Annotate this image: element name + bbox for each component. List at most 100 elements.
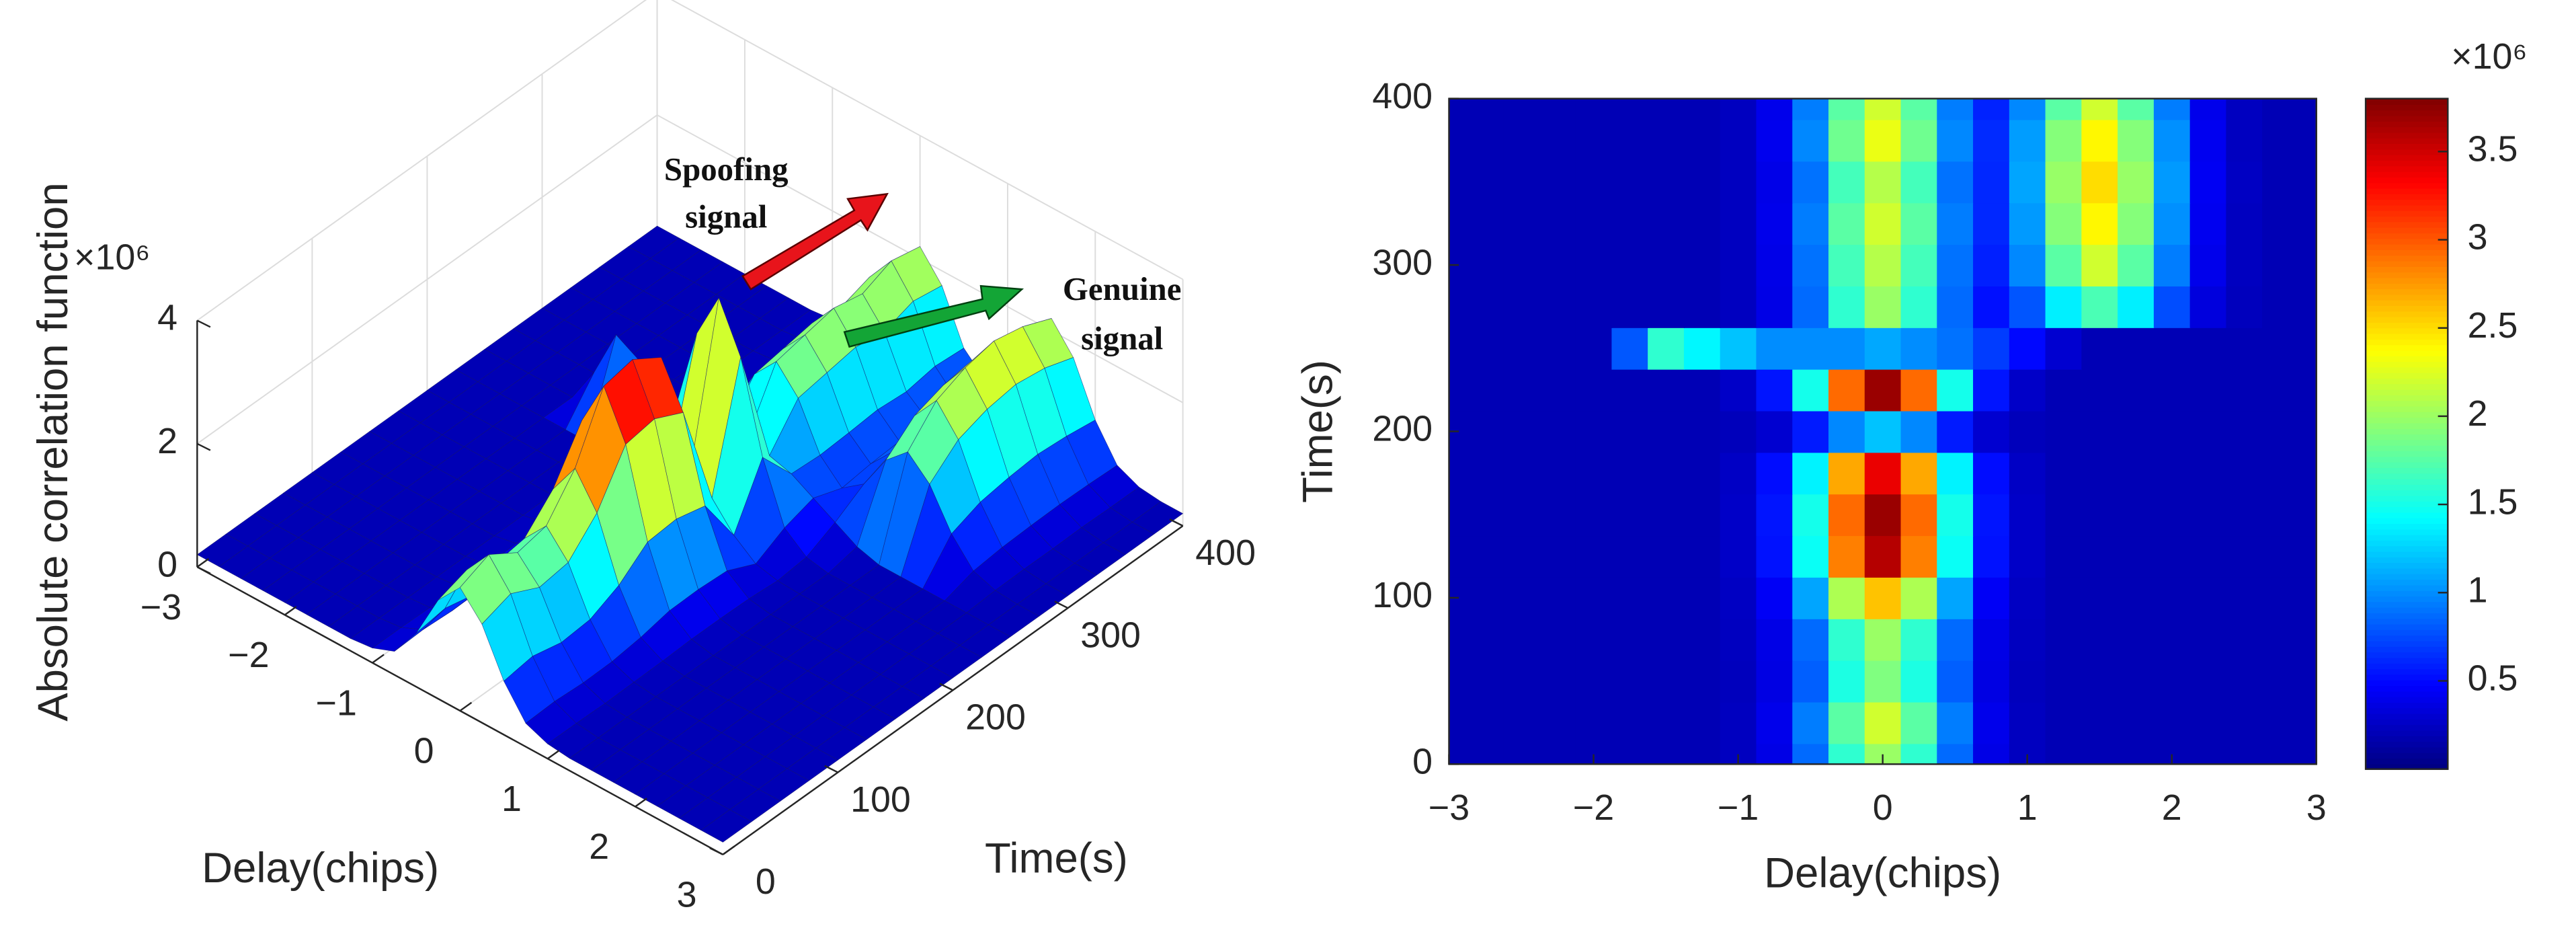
heatmap-cell: [1864, 285, 1902, 328]
heatmap-cell: [2189, 327, 2227, 370]
heatmap-cell: [1937, 452, 1974, 495]
y-axis-label: Time(s): [985, 834, 1128, 882]
heatmap-cell: [1449, 369, 1468, 412]
heatmap-cell: [2226, 743, 2263, 765]
heatmap-cell: [1683, 244, 1721, 286]
heatmap-cell: [1503, 202, 1540, 245]
heatmap-cell: [2298, 244, 2317, 286]
heatmap-cell: [1648, 410, 1685, 453]
y-axis-label: Time(s): [1294, 360, 1342, 503]
heatmap-cell: [2009, 327, 2046, 370]
colorbar-swatch: [2366, 579, 2448, 586]
heatmap-cell: [2009, 98, 2046, 120]
heatmap-cell: [1864, 161, 1902, 204]
heatmap-cell: [2298, 494, 2317, 537]
y-tick: [939, 683, 954, 691]
heatmap-cell: [1900, 535, 1938, 578]
colorbar-swatch: [2366, 701, 2448, 709]
heatmap-cell: [2118, 244, 2155, 286]
heatmap-cell: [1864, 576, 1902, 619]
x-tick-label: 1: [2017, 787, 2038, 828]
heatmap-cell: [1792, 202, 1829, 245]
x-tick-label: −1: [316, 683, 357, 723]
heatmap-cell: [2118, 494, 2155, 537]
heatmap-cell: [2081, 202, 2119, 245]
colorbar-swatch: [2366, 456, 2448, 463]
x-tick-label: 2: [589, 826, 609, 867]
heatmap-cell: [2153, 202, 2191, 245]
heatmap-cell: [1683, 494, 1721, 537]
heatmap-cell: [1449, 327, 1468, 370]
heatmap-cell: [2118, 161, 2155, 204]
colorbar-swatch: [2366, 500, 2448, 508]
heatmap-cell: [1756, 743, 1794, 765]
colorbar-swatch: [2366, 394, 2448, 401]
heatmap-cell: [1720, 535, 1757, 578]
heatmap-cell: [1539, 494, 1576, 537]
x-axis-label: Delay(chips): [1764, 849, 2001, 896]
heatmap-cell: [1973, 285, 2010, 328]
heatmap-cell: [1973, 576, 2010, 619]
colorbar-swatch: [2366, 400, 2448, 407]
heatmap-cell: [1503, 327, 1540, 370]
heatmap-cell: [2298, 119, 2317, 162]
heatmap-cell: [2153, 452, 2191, 495]
heatmap-cell: [2189, 452, 2227, 495]
heatmap-cell: [1828, 410, 1865, 453]
heatmap-cell: [1503, 410, 1540, 453]
heatmap-cell: [1539, 701, 1576, 744]
heatmap-cell: [1900, 410, 1938, 453]
colorbar-swatch: [2366, 221, 2448, 228]
heatmap-cell: [2298, 452, 2317, 495]
annotations: Spoofing signal Genuine signal: [664, 151, 1182, 357]
heatmap-cell: [2153, 161, 2191, 204]
heatmap-cell: [1900, 327, 1938, 370]
heatmap-cell: [1683, 701, 1721, 744]
y-tick-label: 100: [1372, 575, 1433, 615]
heatmap-cell: [1611, 494, 1649, 537]
heatmap-cell: [2045, 410, 2083, 453]
heatmap-cell: [2262, 660, 2299, 703]
heatmap-cell: [1611, 369, 1649, 412]
x-axis-label: Delay(chips): [202, 844, 439, 892]
colorbar-tick-label: 2.5: [2468, 305, 2518, 346]
heatmap-cell: [2081, 743, 2119, 765]
heatmap-cell: [1792, 410, 1829, 453]
heatmap-cell: [1683, 327, 1721, 370]
heatmap-cell: [1792, 494, 1829, 537]
heatmap-cell: [1539, 743, 1576, 765]
heatmap-cell: [1937, 535, 1974, 578]
heatmap-cell: [2298, 327, 2317, 370]
colorbar-swatch: [2366, 523, 2448, 530]
heatmap-cell: [2118, 701, 2155, 744]
heatmap-cell: [1937, 119, 1974, 162]
heatmap-cell: [1828, 618, 1865, 661]
heatmap-cell: [2153, 494, 2191, 537]
heatmap-cell: [2153, 410, 2191, 453]
heatmap-cell: [1539, 535, 1576, 578]
heatmap-cell: [2189, 161, 2227, 204]
annotation-text: Spoofing: [664, 151, 789, 188]
heatmap-cell: [2118, 618, 2155, 661]
colorbar-swatch: [2366, 165, 2448, 172]
heatmap-cell: [1792, 660, 1829, 703]
heatmap-cell: [1683, 119, 1721, 162]
heatmap-cell: [1503, 660, 1540, 703]
heatmap-cell: [1683, 743, 1721, 765]
heatmap-cell: [1720, 618, 1757, 661]
heatmap-cell: [1611, 410, 1649, 453]
heatmap-cell: [2045, 576, 2083, 619]
heatmap-cell: [1575, 410, 1613, 453]
heatmap-cell: [1900, 660, 1938, 703]
heatmap-cell: [1720, 98, 1757, 120]
heatmap-cell: [1467, 161, 1504, 204]
colorbar-swatch: [2366, 696, 2448, 703]
colorbar-swatch: [2366, 679, 2448, 687]
heatmap-cell: [1503, 701, 1540, 744]
heatmap-cell: [2262, 743, 2299, 765]
heatmap-cell: [1937, 369, 1974, 412]
heatmap-cell: [1648, 660, 1685, 703]
heatmap-cell: [1864, 410, 1902, 453]
x-tick: [547, 749, 560, 760]
